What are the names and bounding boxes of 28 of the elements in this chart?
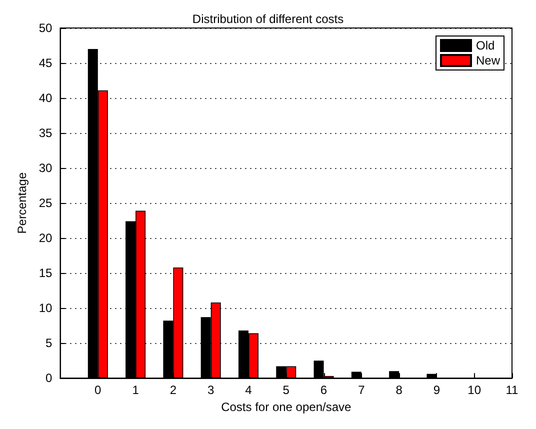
y-axis-title: Percentage [15,172,29,234]
x-tick-label: 3 [207,383,214,398]
x-axis-title: Costs for one open/save [221,400,352,414]
y-tick-label: 20 [38,231,53,246]
x-tick-label: 5 [282,383,290,398]
x-tick-label: 7 [358,383,366,398]
legend-label: Old [476,38,495,52]
x-tick-label: 9 [433,383,440,398]
y-tick-label: 30 [38,161,53,176]
x-tick-label: 0 [94,383,102,398]
x-tick-label: 2 [170,383,177,398]
y-tick-label: 15 [38,266,53,280]
x-tick-label: 10 [468,383,482,398]
y-tick-label: 5 [46,336,53,350]
x-tick-label: 11 [506,383,519,398]
y-tick-label: 50 [38,21,53,35]
x-tick-label: 4 [245,383,252,398]
y-tick-label: 25 [38,196,53,210]
y-tick-label: 40 [38,91,53,106]
y-tick-label: 35 [38,126,53,140]
y-tick-label: 0 [46,371,53,386]
x-tick-label: 6 [320,383,328,398]
y-tick-label: 10 [38,301,53,316]
x-tick-label: 8 [396,383,403,398]
legend-label: New [476,54,500,68]
chart-title: Distribution of different costs [192,12,344,26]
x-tick-label: 1 [132,383,140,398]
y-tick-label: 45 [38,56,53,70]
